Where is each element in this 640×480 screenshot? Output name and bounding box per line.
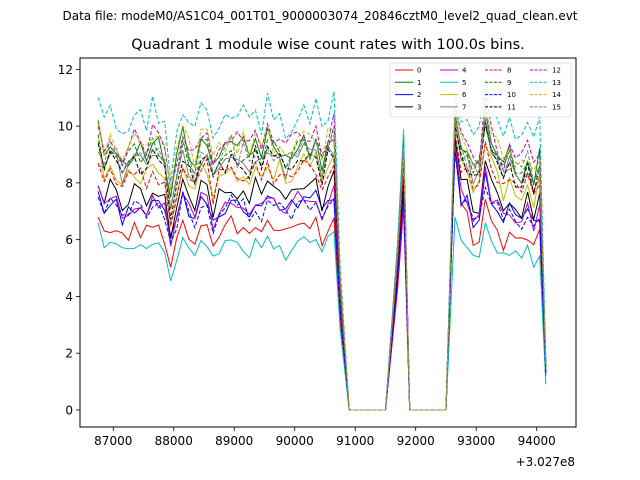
x-tick-label: 90000 <box>276 434 314 448</box>
legend-label-13: 13 <box>552 79 561 87</box>
x-tick-label: 88000 <box>155 434 193 448</box>
legend-label-12: 12 <box>552 67 561 75</box>
x-tick-label: 92000 <box>397 434 435 448</box>
x-axis: 87000 88000 89000 90000 91000 92000 93000 94000 <box>94 427 556 448</box>
legend-label-11: 11 <box>507 103 516 111</box>
x-tick-label: 94000 <box>518 434 556 448</box>
y-tick-label: 0 <box>65 403 73 417</box>
legend-label-14: 14 <box>552 91 561 99</box>
y-tick-label: 6 <box>65 233 73 247</box>
x-offset-label: +3.027e8 <box>516 455 575 469</box>
legend-label-7: 7 <box>462 103 466 111</box>
series-line-9 <box>97 111 547 411</box>
x-tick-label: 91000 <box>336 434 374 448</box>
legend-label-15: 15 <box>552 103 561 111</box>
plot-frame <box>79 57 577 428</box>
legend-label-6: 6 <box>462 91 467 99</box>
series-line-10 <box>97 151 547 411</box>
legend-label-0: 0 <box>417 67 421 75</box>
legend-label-10: 10 <box>507 91 516 99</box>
legend-label-1: 1 <box>417 79 421 87</box>
series-line-4 <box>97 145 547 411</box>
series-line-0 <box>97 140 547 411</box>
x-tick-label: 93000 <box>457 434 495 448</box>
legend-label-9: 9 <box>507 79 511 87</box>
y-axis: 0 2 4 6 8 10 12 <box>58 63 80 417</box>
chart-suptitle: Data file: modeM0/AS1C04_001T01_90000030… <box>62 9 577 23</box>
y-tick-label: 2 <box>65 347 73 361</box>
y-tick-label: 12 <box>58 63 73 77</box>
series-line-13 <box>97 79 547 411</box>
legend-label-2: 2 <box>417 91 421 99</box>
chart-title: Quadrant 1 module wise count rates with … <box>131 37 525 53</box>
y-tick-label: 4 <box>65 290 73 304</box>
series-line-3 <box>97 137 547 411</box>
y-tick-label: 8 <box>65 176 73 190</box>
series-line-8 <box>97 131 547 411</box>
x-tick-label: 87000 <box>94 434 132 448</box>
series-layer <box>97 79 547 411</box>
y-tick-label: 10 <box>58 120 73 134</box>
legend-label-3: 3 <box>417 103 421 111</box>
legend-label-4: 4 <box>462 67 467 75</box>
x-tick-label: 89000 <box>215 434 253 448</box>
series-line-7 <box>97 118 547 411</box>
legend-label-8: 8 <box>507 67 511 75</box>
series-line-11 <box>97 122 547 411</box>
legend-label-5: 5 <box>462 79 466 87</box>
series-line-5 <box>97 137 547 411</box>
legend-frame <box>389 62 572 118</box>
